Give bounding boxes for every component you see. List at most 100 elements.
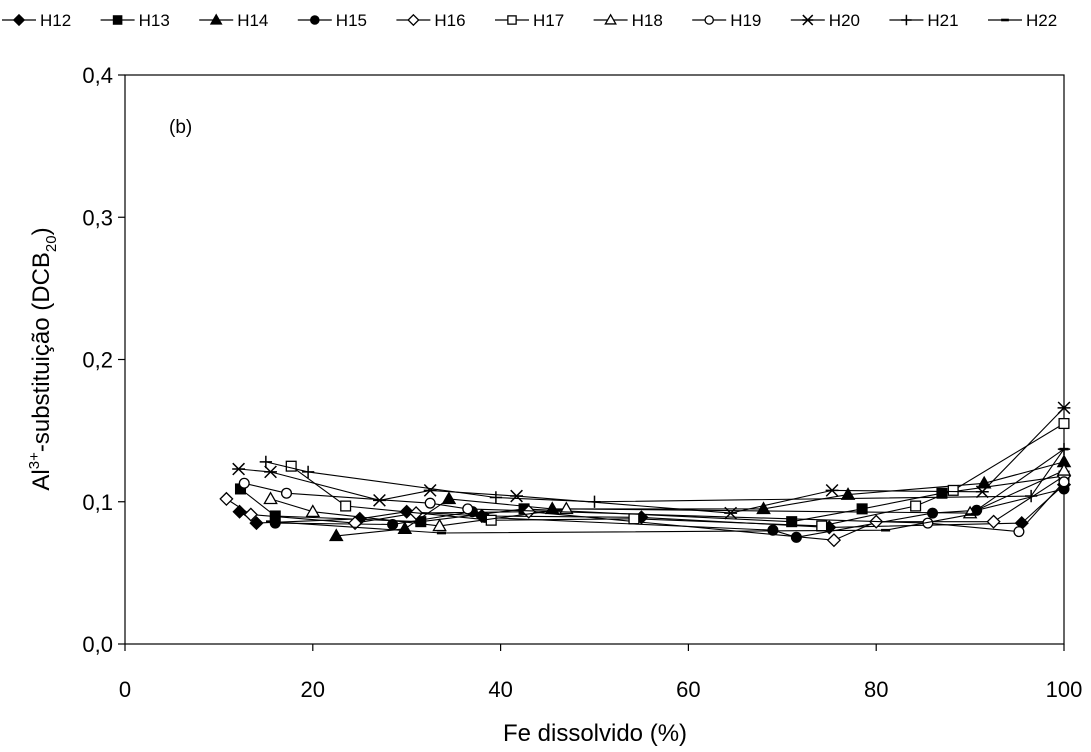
- data-point-h20: [825, 483, 839, 497]
- data-point-h15: [269, 517, 281, 529]
- data-point-h20: [975, 485, 989, 499]
- x-axis: 0 20 40 60 80 100: [119, 644, 1082, 702]
- y-axis-title-mid: -substituição (DCB: [28, 252, 55, 452]
- data-point-h20: [264, 465, 277, 479]
- data-point-h18: [432, 518, 447, 532]
- legend-label: H22: [1026, 11, 1057, 30]
- legend-item-h17: H17: [495, 11, 564, 30]
- legend-marker: [604, 13, 617, 25]
- legend-label: H14: [237, 11, 268, 30]
- data-point-h19: [462, 503, 474, 515]
- x-tick-label: 60: [676, 677, 700, 702]
- legend-item-h13: H13: [100, 11, 170, 30]
- data-point-h21: [301, 465, 315, 479]
- data-point-h13: [786, 516, 798, 528]
- data-point-h19: [280, 487, 293, 499]
- data-point-h17: [340, 500, 352, 512]
- series-line-h21: [265, 448, 1065, 503]
- legend-marker: [209, 13, 223, 25]
- x-tick-label: 0: [119, 677, 131, 702]
- data-point-h18: [263, 491, 278, 505]
- legend-item-h21: H21: [889, 11, 959, 30]
- data-point-h16: [219, 491, 234, 506]
- data-point-h20: [373, 493, 386, 507]
- data-point-h21: [588, 495, 601, 508]
- data-point-h14: [840, 487, 856, 500]
- data-point-h14: [976, 475, 992, 489]
- x-tick-label: 40: [488, 677, 512, 702]
- data-point-h19: [1058, 476, 1070, 488]
- y-tick-label: 0,1: [82, 490, 113, 515]
- data-point-h20: [510, 489, 523, 503]
- legend-item-h15: H15: [297, 11, 367, 30]
- series-h19: [238, 476, 1070, 538]
- data-point-h18: [559, 501, 574, 515]
- legend-label: H15: [336, 11, 367, 30]
- data-point-h16: [826, 533, 842, 548]
- x-tick-label: 80: [864, 677, 888, 702]
- legend-item-h19: H19: [692, 11, 761, 30]
- legend: H12 H13 H14 H15 H16 H17 H18 H19 H20 H21 H22: [2, 11, 1057, 30]
- data-point-h19: [424, 497, 436, 509]
- series-layer: [219, 401, 1072, 548]
- series-h20: [232, 401, 1071, 520]
- data-point-h20: [1057, 401, 1071, 415]
- data-point-h20: [724, 506, 738, 520]
- data-point-h16: [347, 515, 363, 531]
- legend-label: H20: [829, 11, 860, 30]
- legend-marker: [12, 13, 26, 27]
- data-point-h15: [767, 524, 779, 536]
- series-line-h17: [290, 423, 1065, 527]
- legend-item-h16: H16: [396, 11, 466, 30]
- legend-label: H21: [927, 11, 958, 30]
- legend-item-h20: H20: [790, 11, 860, 30]
- data-point-h20: [232, 462, 246, 476]
- legend-marker: [310, 15, 320, 25]
- series-line-h18: [270, 469, 1065, 527]
- data-point-h19: [1013, 526, 1025, 538]
- y-axis-title-sup: 3+: [26, 452, 43, 469]
- legend-item-h14: H14: [199, 11, 268, 30]
- series-h17: [285, 417, 1070, 532]
- data-point-h17: [628, 513, 640, 525]
- data-point-h17: [285, 460, 297, 472]
- x-tick-label: 100: [1046, 677, 1083, 702]
- data-point-h17: [947, 484, 959, 496]
- legend-marker: [704, 15, 714, 25]
- y-axis-title: Al3+-substituição (DCB20): [26, 227, 60, 490]
- legend-marker: [507, 15, 517, 25]
- legend-marker: [407, 13, 420, 27]
- data-point-h16: [986, 514, 1001, 529]
- data-point-h18: [1056, 462, 1072, 476]
- data-point-h17: [1058, 417, 1070, 430]
- data-point-h13: [856, 503, 868, 515]
- legend-item-h12: H12: [2, 11, 71, 30]
- data-point-h21: [259, 455, 273, 469]
- legend-item-h22: H22: [988, 11, 1057, 30]
- y-axis-title-sub: 20: [43, 235, 60, 252]
- legend-label: H19: [730, 11, 761, 30]
- legend-item-h18: H18: [593, 11, 663, 30]
- y-axis-title-end: ): [28, 227, 55, 235]
- legend-label: H18: [632, 11, 663, 30]
- plot-area: [124, 74, 1065, 645]
- y-tick-label: 0,4: [82, 63, 113, 88]
- legend-label: H13: [139, 11, 170, 30]
- data-point-h17: [910, 500, 922, 512]
- data-point-h14: [441, 491, 457, 505]
- y-axis-title-base: Al: [28, 469, 55, 490]
- data-point-h19: [238, 477, 250, 489]
- legend-marker: [901, 14, 912, 26]
- data-point-h20: [423, 483, 437, 497]
- series-h18: [263, 462, 1072, 532]
- data-point-h21: [489, 491, 503, 504]
- data-point-h14: [328, 528, 344, 542]
- data-point-h16: [243, 507, 258, 522]
- data-point-h17: [816, 520, 828, 532]
- legend-label: H17: [533, 11, 564, 30]
- y-tick-label: 0,0: [82, 632, 113, 657]
- panel-label: (b): [169, 117, 192, 138]
- y-axis: 0,0 0,1 0,2 0,3 0,4: [82, 63, 125, 657]
- legend-marker: [802, 14, 814, 26]
